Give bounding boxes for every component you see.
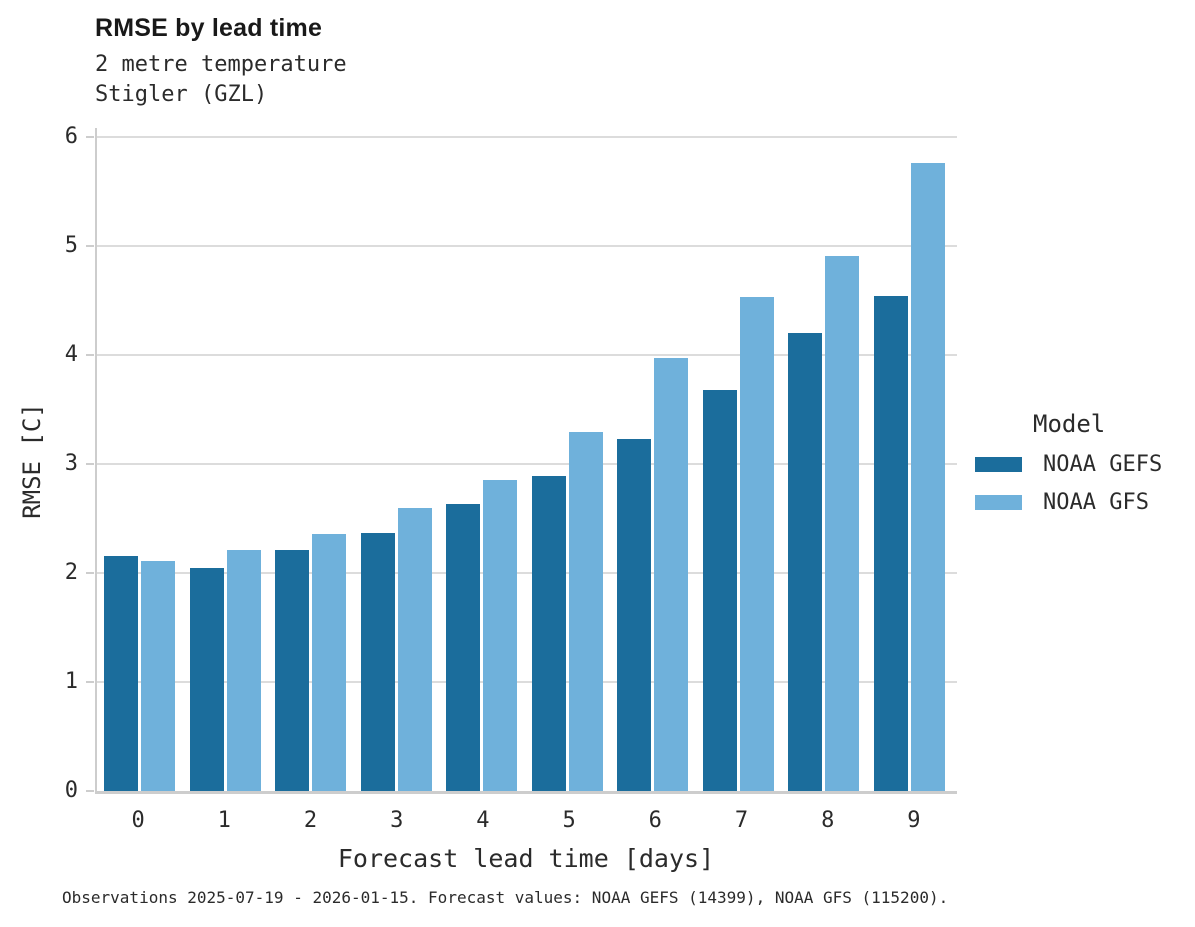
- y-tick-mark-5: [86, 245, 94, 248]
- bar-group-leadtime-6: [610, 128, 696, 791]
- legend-title: Model: [1033, 410, 1106, 438]
- legend-swatch-noaa-gfs: [975, 495, 1022, 510]
- bar-noaa-gefs-leadtime-4: [446, 504, 481, 791]
- bar-noaa-gfs-leadtime-9: [910, 163, 945, 791]
- bar-noaa-gfs-leadtime-6: [654, 358, 689, 791]
- x-tick-label-6: 6: [648, 808, 662, 833]
- x-tick-label-4: 4: [476, 808, 490, 833]
- y-tick-label-6: 6: [64, 124, 78, 150]
- bar-group-leadtime-2: [268, 128, 354, 791]
- bar-group-leadtime-5: [525, 128, 611, 791]
- gridline-y-2: [97, 572, 957, 575]
- bar-noaa-gefs-leadtime-0: [104, 555, 139, 791]
- bar-noaa-gfs-leadtime-0: [141, 561, 176, 791]
- bar-noaa-gefs-leadtime-1: [189, 567, 224, 791]
- y-tick-label-1: 1: [64, 669, 78, 694]
- bar-group-leadtime-7: [696, 128, 782, 791]
- plot-area: [95, 128, 957, 794]
- y-tick-label-4: 4: [64, 342, 78, 368]
- y-tick-mark-0: [86, 790, 94, 792]
- bar-group-leadtime-8: [781, 128, 867, 791]
- y-tick-label-5: 5: [64, 233, 78, 259]
- legend-label-noaa-gefs: NOAA GEFS: [1043, 452, 1163, 477]
- gridline-y-6: [97, 136, 957, 139]
- x-tick-label-5: 5: [562, 808, 576, 833]
- y-tick-label-0: 0: [64, 778, 78, 803]
- y-tick-mark-2: [86, 572, 94, 574]
- bar-noaa-gfs-leadtime-3: [397, 507, 432, 791]
- bar-group-leadtime-3: [354, 128, 440, 791]
- x-tick-label-8: 8: [821, 808, 835, 833]
- bar-group-leadtime-4: [439, 128, 525, 791]
- bar-noaa-gefs-leadtime-6: [617, 438, 652, 791]
- bar-noaa-gfs-leadtime-2: [312, 533, 347, 791]
- x-tick-label-0: 0: [131, 808, 145, 833]
- legend-row-noaa-gefs: NOAA GEFS: [975, 452, 1195, 477]
- x-axis-line: [95, 791, 957, 794]
- caption-text: Observations 2025-07-19 - 2026-01-15. Fo…: [62, 888, 949, 907]
- x-tick-label-2: 2: [303, 808, 318, 833]
- bar-noaa-gefs-leadtime-3: [360, 532, 395, 791]
- bar-group-leadtime-9: [867, 128, 953, 791]
- gridline-y-4: [97, 354, 957, 357]
- gridline-y-5: [97, 245, 957, 248]
- legend-row-noaa-gfs: NOAA GFS: [975, 490, 1195, 515]
- bar-noaa-gfs-leadtime-5: [568, 432, 603, 791]
- bar-noaa-gfs-leadtime-7: [739, 297, 774, 791]
- bar-noaa-gfs-leadtime-8: [825, 255, 860, 791]
- x-tick-label-7: 7: [734, 808, 749, 833]
- chart-title: RMSE by lead time: [95, 14, 323, 42]
- y-tick-label-2: 2: [64, 560, 78, 585]
- bar-noaa-gefs-leadtime-8: [788, 333, 823, 791]
- y-tick-mark-4: [86, 354, 94, 357]
- gridline-y-1: [97, 681, 957, 684]
- bar-noaa-gefs-leadtime-7: [702, 389, 737, 791]
- bar-noaa-gfs-leadtime-1: [226, 550, 261, 791]
- bar-group-leadtime-0: [97, 128, 183, 791]
- gridline-y-3: [97, 463, 957, 466]
- x-tick-label-3: 3: [390, 808, 404, 833]
- chart-subtitle-location: Stigler (GZL): [95, 82, 268, 107]
- x-tick-label-9: 9: [907, 808, 921, 833]
- x-tick-label-1: 1: [217, 808, 231, 833]
- legend: Model NOAA GEFS NOAA GFS: [975, 410, 1195, 528]
- chart-subtitle-variable: 2 metre temperature: [95, 52, 347, 77]
- legend-swatch-noaa-gefs: [975, 457, 1022, 472]
- y-axis-line: [95, 128, 97, 791]
- y-tick-mark-6: [86, 136, 94, 139]
- y-tick-mark-3: [86, 463, 94, 466]
- bar-noaa-gefs-leadtime-9: [873, 296, 908, 791]
- bar-noaa-gefs-leadtime-2: [275, 550, 310, 791]
- x-axis-title: Forecast lead time [days]: [337, 844, 715, 873]
- bar-group-leadtime-1: [183, 128, 269, 791]
- bar-noaa-gefs-leadtime-5: [531, 476, 566, 791]
- y-tick-label-3: 3: [64, 451, 78, 477]
- y-tick-mark-1: [86, 681, 94, 683]
- bar-noaa-gfs-leadtime-4: [483, 480, 518, 791]
- bar-series-container: [97, 128, 952, 791]
- legend-items: NOAA GEFS NOAA GFS: [975, 452, 1195, 515]
- legend-label-noaa-gfs: NOAA GFS: [1043, 490, 1149, 515]
